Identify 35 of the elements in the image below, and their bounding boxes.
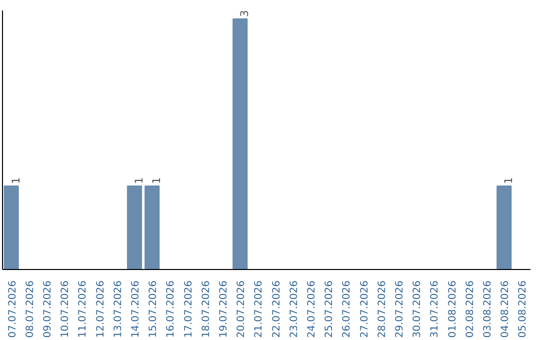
x-tick-label: 10.07.2026 — [60, 280, 72, 338]
x-tick-label: 09.07.2026 — [42, 280, 54, 338]
data-label: 1 — [9, 177, 22, 184]
x-tick-label: 17.07.2026 — [183, 280, 194, 338]
x-tick-label: 26.07.2026 — [342, 280, 353, 338]
x-tick-label: 20.07.2026 — [236, 280, 248, 338]
data-label: 1 — [502, 177, 516, 184]
x-tick-label: 08.07.2026 — [24, 280, 36, 338]
x-tick-label: 13.07.2026 — [112, 280, 124, 338]
x-tick-label: 19.07.2026 — [218, 280, 230, 338]
x-tick-label: 28.07.2026 — [376, 280, 388, 338]
x-tick-label: 30.07.2026 — [412, 280, 424, 338]
data-label: 1 — [150, 177, 164, 184]
x-tick-label: 24.07.2026 — [306, 280, 318, 338]
data-label: 3 — [238, 10, 252, 17]
x-tick-label: 27.07.2026 — [359, 280, 370, 338]
x-tick-label: 21.07.2026 — [254, 280, 265, 338]
x-tick-label: 02.08.2026 — [464, 280, 476, 338]
x-tick-label: 25.07.2026 — [324, 280, 336, 338]
x-tick-label: 22.07.2026 — [271, 280, 282, 338]
x-tick-label: 04.08.2026 — [500, 280, 512, 338]
x-tick-label: 07.07.2026 — [7, 280, 18, 338]
x-tick-label: 31.07.2026 — [430, 280, 441, 338]
x-tick-label: 18.07.2026 — [200, 280, 212, 338]
x-tick-label: 11.07.2026 — [78, 280, 89, 338]
data-label: 1 — [132, 177, 146, 184]
x-tick-label: 03.08.2026 — [482, 280, 494, 338]
x-tick-label: 12.07.2026 — [95, 280, 106, 338]
x-tick-label: 14.07.2026 — [130, 280, 142, 338]
x-tick-label: 15.07.2026 — [148, 280, 160, 338]
x-tick-label: 01.08.2026 — [447, 280, 458, 338]
x-tick-label: 23.07.2026 — [288, 280, 300, 338]
x-tick-label: 05.08.2026 — [518, 280, 529, 338]
x-tick-label: 16.07.2026 — [166, 280, 177, 338]
x-tick-label: 29.07.2026 — [394, 280, 406, 338]
